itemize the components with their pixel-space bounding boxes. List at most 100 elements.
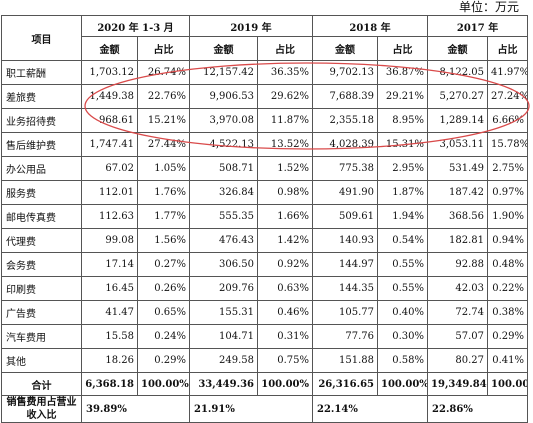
row-label: 代理费 bbox=[1, 228, 82, 253]
ratio-cell: 0.40% bbox=[377, 300, 429, 325]
row-label: 售后维护费 bbox=[1, 132, 82, 157]
ratio-cell: 0.31% bbox=[256, 324, 314, 349]
amount-cell: 2,355.18 bbox=[312, 108, 379, 133]
header-ratio: 占比 bbox=[256, 36, 314, 61]
revenue-ratio-cell: 22.86% bbox=[427, 395, 529, 423]
ratio-cell: 15.31% bbox=[377, 132, 429, 157]
ratio-cell: 0.55% bbox=[377, 252, 429, 277]
ratio-cell: 15.78% bbox=[487, 132, 529, 157]
table-row: 印刷费 16.45 0.26% 209.76 0.63% 144.35 0.55% 42.03… bbox=[1, 276, 529, 301]
ratio-cell: 29.62% bbox=[256, 84, 314, 109]
header-period-2017: 2017 年 bbox=[427, 15, 529, 37]
ratio-cell: 0.24% bbox=[137, 324, 190, 349]
revenue-ratio-cell: 22.14% bbox=[312, 395, 429, 423]
total-amount-cell: 26,316.65 bbox=[312, 372, 379, 396]
total-ratio-cell: 100.00% bbox=[377, 372, 429, 396]
total-ratio-cell: 100.00% bbox=[487, 372, 529, 396]
amount-cell: 42.03 bbox=[427, 276, 489, 301]
amount-cell: 491.90 bbox=[312, 180, 379, 205]
ratio-cell: 36.35% bbox=[256, 60, 314, 85]
ratio-cell: 11.87% bbox=[256, 108, 314, 133]
header-row-periods: 项目 2020 年 1-3 月 2019 年 2018 年 2017 年 bbox=[1, 15, 529, 61]
amount-cell: 140.93 bbox=[312, 228, 379, 253]
amount-cell: 72.74 bbox=[427, 300, 489, 325]
total-label: 合计 bbox=[1, 372, 82, 396]
amount-cell: 8,122.05 bbox=[427, 60, 489, 85]
ratio-cell: 0.98% bbox=[256, 180, 314, 205]
ratio-cell: 36.87% bbox=[377, 60, 429, 85]
ratio-cell: 0.22% bbox=[487, 276, 529, 301]
header-amount: 金额 bbox=[312, 36, 379, 61]
amount-cell: 249.58 bbox=[189, 348, 258, 373]
amount-cell: 77.76 bbox=[312, 324, 379, 349]
amount-cell: 9,906.53 bbox=[189, 84, 258, 109]
table-row: 职工薪酬 1,703.12 26.74% 12,157.42 36.35% 9,702.1… bbox=[1, 60, 529, 85]
amount-cell: 968.61 bbox=[81, 108, 138, 133]
ratio-cell: 1.66% bbox=[256, 204, 314, 229]
ratio-cell: 0.48% bbox=[487, 252, 529, 277]
ratio-cell: 0.38% bbox=[487, 300, 529, 325]
header-ratio: 占比 bbox=[137, 36, 190, 61]
table-row: 广告费 41.47 0.65% 155.31 0.46% 105.77 0.40% 72.74… bbox=[1, 300, 529, 325]
amount-cell: 18.26 bbox=[81, 348, 138, 373]
table-row: 其他 18.26 0.29% 249.58 0.75% 151.88 0.58% 80.27 0… bbox=[1, 348, 529, 373]
total-ratio-cell: 100.00% bbox=[256, 372, 314, 396]
amount-cell: 9,702.13 bbox=[312, 60, 379, 85]
header-period-2019: 2019 年 bbox=[188, 15, 314, 37]
table-row: 代理费 99.08 1.56% 476.43 1.42% 140.93 0.54% 182.8… bbox=[1, 228, 529, 253]
header-ratio: 占比 bbox=[377, 36, 429, 61]
header-amount: 金额 bbox=[81, 36, 138, 61]
ratio-cell: 0.54% bbox=[377, 228, 429, 253]
amount-cell: 775.38 bbox=[312, 156, 379, 181]
ratio-cell: 1.94% bbox=[377, 204, 429, 229]
amount-cell: 41.47 bbox=[81, 300, 138, 325]
revenue-ratio-cell: 21.91% bbox=[188, 395, 314, 423]
total-ratio-cell: 100.00% bbox=[137, 372, 190, 396]
amount-cell: 151.88 bbox=[312, 348, 379, 373]
amount-cell: 57.07 bbox=[427, 324, 489, 349]
ratio-cell: 0.41% bbox=[487, 348, 529, 373]
header-amount: 金额 bbox=[189, 36, 258, 61]
header-ratio: 占比 bbox=[487, 36, 529, 61]
ratio-cell: 0.58% bbox=[377, 348, 429, 373]
amount-cell: 531.49 bbox=[427, 156, 489, 181]
ratio-cell: 6.66% bbox=[487, 108, 529, 133]
amount-cell: 12,157.42 bbox=[189, 60, 258, 85]
ratio-cell: 1.56% bbox=[137, 228, 190, 253]
revenue-ratio-row: 销售费用占营业收入比 39.89% 21.91% 22.14% 22.86% bbox=[1, 395, 529, 423]
ratio-cell: 0.92% bbox=[256, 252, 314, 277]
amount-cell: 1,703.12 bbox=[81, 60, 138, 85]
ratio-cell: 41.97% bbox=[487, 60, 529, 85]
row-label: 其他 bbox=[1, 348, 82, 373]
row-label: 会务费 bbox=[1, 252, 82, 277]
amount-cell: 509.61 bbox=[312, 204, 379, 229]
ratio-cell: 2.75% bbox=[487, 156, 529, 181]
ratio-cell: 1.42% bbox=[256, 228, 314, 253]
total-row: 合计 6,368.18 100.00% 33,449.36 100.00% 26,316.… bbox=[1, 372, 529, 396]
sales-expense-table: 项目 2020 年 1-3 月 2019 年 2018 年 2017 年 金额 … bbox=[1, 15, 529, 423]
table-row: 会务费 17.14 0.27% 306.50 0.92% 144.97 0.55% 92.88… bbox=[1, 252, 529, 277]
table-row: 汽车费用 15.58 0.24% 104.71 0.31% 77.76 0.30% 57.07… bbox=[1, 324, 529, 349]
amount-cell: 92.88 bbox=[427, 252, 489, 277]
amount-cell: 476.43 bbox=[189, 228, 258, 253]
amount-cell: 1,289.14 bbox=[427, 108, 489, 133]
table-row: 邮电传真费 112.63 1.77% 555.35 1.66% 509.61 1.94% 36… bbox=[1, 204, 529, 229]
amount-cell: 5,270.27 bbox=[427, 84, 489, 109]
total-amount-cell: 33,449.36 bbox=[189, 372, 258, 396]
amount-cell: 16.45 bbox=[81, 276, 138, 301]
table-row: 差旅费 1,449.38 22.76% 9,906.53 29.62% 7,688.39 2… bbox=[1, 84, 529, 109]
amount-cell: 209.76 bbox=[189, 276, 258, 301]
amount-cell: 104.71 bbox=[189, 324, 258, 349]
revenue-ratio-cell: 39.89% bbox=[81, 395, 190, 423]
amount-cell: 4,028.39 bbox=[312, 132, 379, 157]
amount-cell: 3,970.08 bbox=[189, 108, 258, 133]
ratio-cell: 8.95% bbox=[377, 108, 429, 133]
ratio-cell: 0.75% bbox=[256, 348, 314, 373]
amount-cell: 112.01 bbox=[81, 180, 138, 205]
row-label: 广告费 bbox=[1, 300, 82, 325]
amount-cell: 306.50 bbox=[189, 252, 258, 277]
ratio-cell: 0.30% bbox=[377, 324, 429, 349]
header-item: 项目 bbox=[1, 15, 82, 61]
ratio-cell: 0.55% bbox=[377, 276, 429, 301]
ratio-cell: 0.27% bbox=[137, 252, 190, 277]
